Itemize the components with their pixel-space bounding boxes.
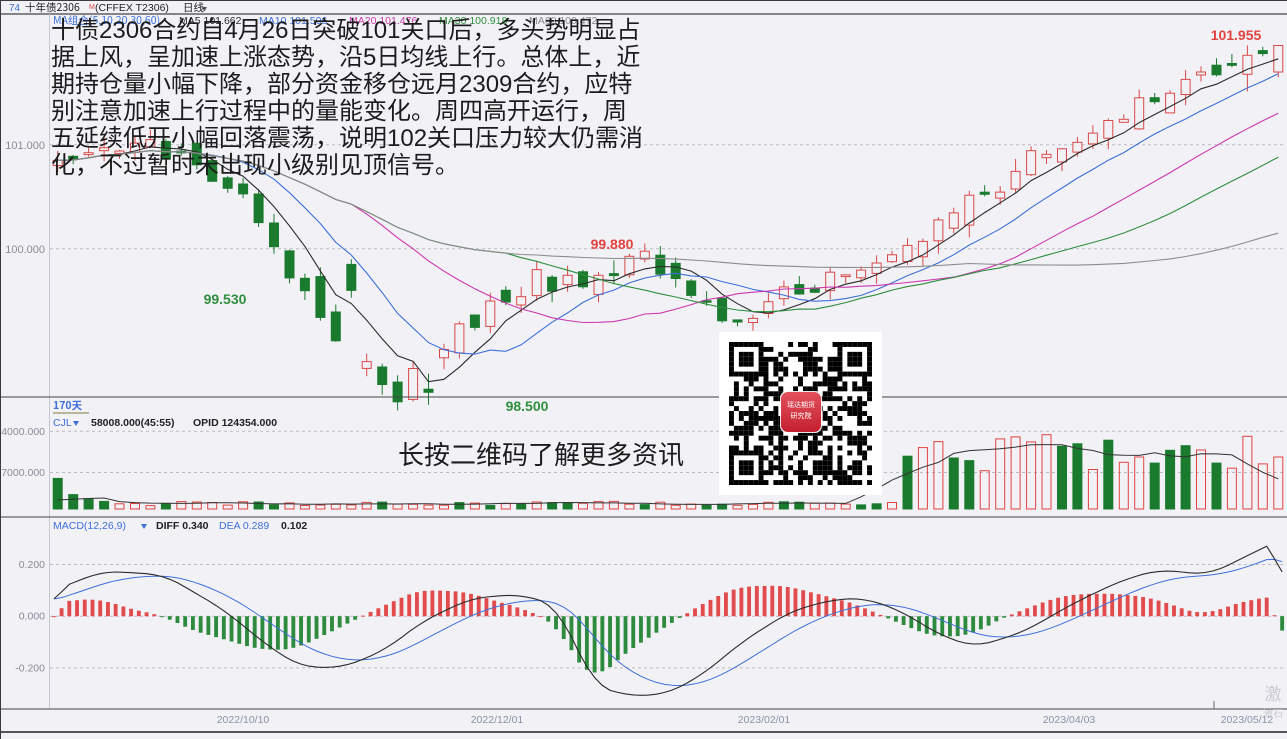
svg-text:2022/12/01: 2022/12/01: [471, 714, 524, 726]
svg-text:长按二维码了解更多资讯: 长按二维码了解更多资讯: [398, 435, 684, 472]
svg-text:研究院: 研究院: [791, 411, 812, 421]
svg-text:101.955: 101.955: [1211, 27, 1262, 43]
svg-text:2023/02/01: 2023/02/01: [738, 714, 791, 726]
svg-text:94000.000: 94000.000: [1, 426, 45, 438]
svg-text:74: 74: [9, 3, 21, 14]
svg-text:MACD(12,26,9): MACD(12,26,9): [53, 520, 126, 532]
svg-text:2022/10/10: 2022/10/10: [217, 714, 270, 726]
svg-text:瑶达期货: 瑶达期货: [787, 400, 815, 410]
svg-text:97000.000: 97000.000: [1, 467, 45, 479]
svg-text:OPID 124354.000: OPID 124354.000: [193, 417, 277, 429]
svg-text:0.200: 0.200: [19, 559, 45, 571]
svg-text:十债2306合约自4月26日突破101关口后，多头势明显占: 十债2306合约自4月26日突破101关口后，多头势明显占: [51, 17, 640, 44]
svg-text:100.000: 100.000: [5, 244, 45, 256]
svg-text:99.530: 99.530: [204, 291, 247, 307]
svg-text:DEA 0.289: DEA 0.289: [219, 520, 269, 532]
svg-text:101.000: 101.000: [5, 140, 45, 152]
svg-text:0.102: 0.102: [281, 520, 307, 532]
svg-text:0.000: 0.000: [19, 611, 45, 623]
svg-text:2023/04/03: 2023/04/03: [1043, 714, 1096, 726]
svg-text:激: 激: [1265, 680, 1282, 705]
svg-text:激石: 激石: [1263, 705, 1283, 720]
svg-text:期持仓量小幅下降，部分资金移仓远月2309合约，应特: 期持仓量小幅下降，部分资金移仓远月2309合约，应特: [51, 71, 632, 98]
svg-text:DIFF 0.340: DIFF 0.340: [156, 520, 209, 532]
svg-text:日线: 日线: [183, 1, 204, 15]
svg-text:五延续低开小幅回落震荡，说明102关口压力较大仍需消: 五延续低开小幅回落震荡，说明102关口压力较大仍需消: [51, 125, 643, 152]
svg-text:CJL: CJL: [53, 417, 72, 429]
svg-text:别注意加速上行过程中的量能变化。周四高开运行，周: 别注意加速上行过程中的量能变化。周四高开运行，周: [51, 98, 627, 125]
svg-text:99.880: 99.880: [591, 236, 634, 252]
svg-text:-0.200: -0.200: [15, 662, 45, 674]
svg-text:170天: 170天: [53, 398, 83, 413]
svg-text:化，不过暂时未出现小级别见顶信号。: 化，不过暂时未出现小级别见顶信号。: [51, 152, 459, 179]
svg-text:98.500: 98.500: [506, 398, 549, 414]
svg-text:据上风，呈加速上涨态势，沿5日均线上行。总体上，近: 据上风，呈加速上涨态势，沿5日均线上行。总体上，近: [51, 44, 640, 71]
svg-text:58008.000(45:55): 58008.000(45:55): [91, 417, 174, 429]
